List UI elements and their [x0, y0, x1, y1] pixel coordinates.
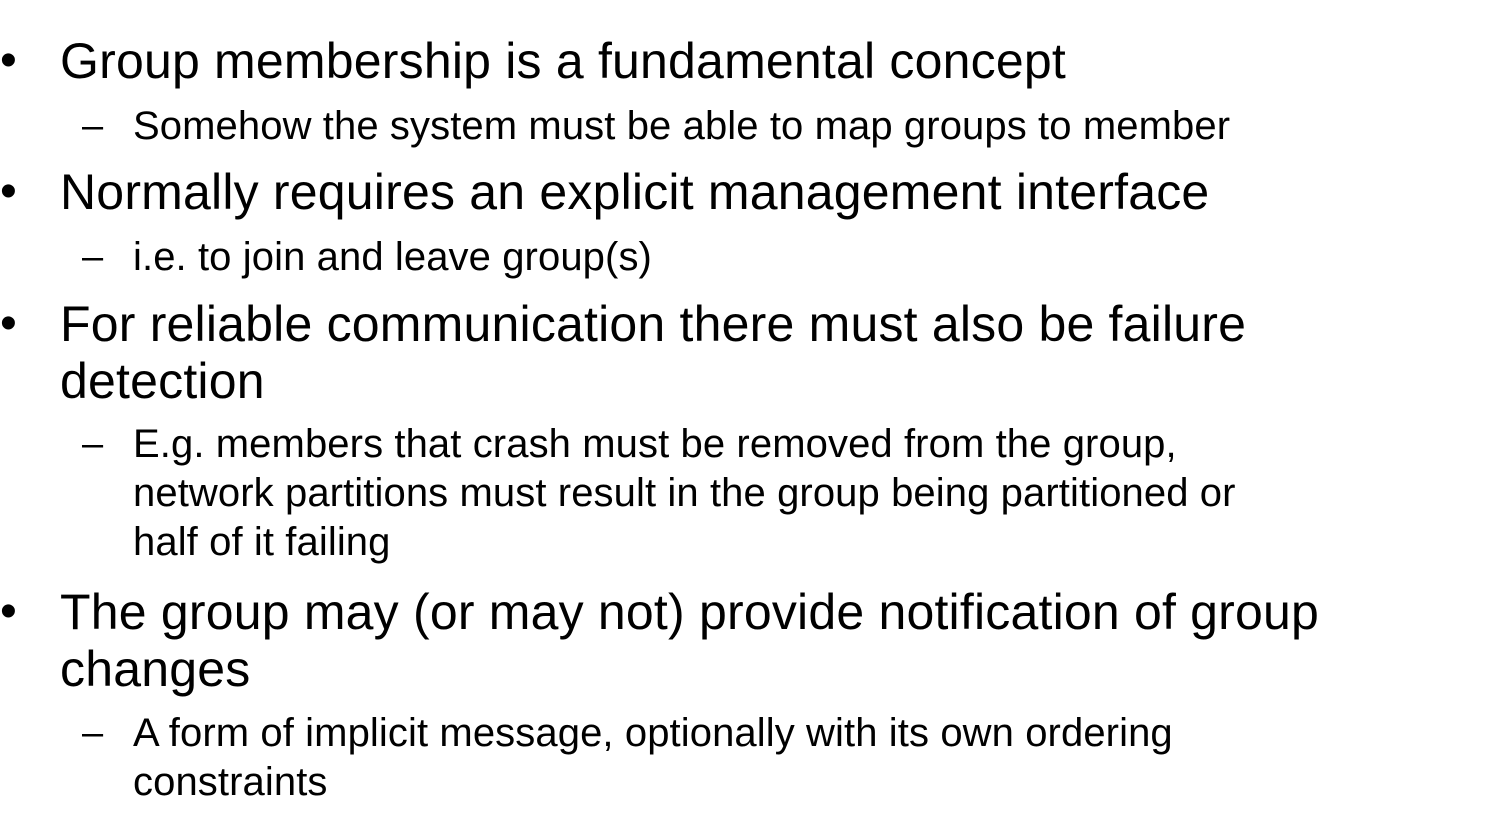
bullet-text: Normally requires an explicit management… — [60, 164, 1209, 221]
bullet-text: Group membership is a fundamental concep… — [60, 33, 1066, 90]
sub-line: network partitions must result in the gr… — [133, 471, 1236, 515]
bullet-line: The group may (or may not) provide notif… — [60, 584, 1320, 640]
bullet-icon: • — [0, 297, 17, 350]
bullet-text: For reliable communication there must al… — [60, 296, 1246, 410]
sub-line: A form of implicit message, optionally w… — [133, 711, 1173, 755]
sub-text: E.g. members that crash must be removed … — [133, 420, 1236, 567]
sub-text: A form of implicit message, optionally w… — [133, 709, 1173, 807]
dash-icon: – — [82, 236, 104, 278]
sub-text: Somehow the system must be able to map g… — [133, 102, 1230, 151]
bullet-icon: • — [0, 165, 17, 218]
sub-line: E.g. members that crash must be removed … — [133, 422, 1177, 466]
dash-icon: – — [82, 712, 104, 754]
dash-icon: – — [82, 423, 104, 465]
sub-line: half of it failing — [133, 520, 391, 564]
bullet-icon: • — [0, 585, 17, 638]
bullet-line: For reliable communication there must al… — [60, 296, 1247, 352]
bullet-line: changes — [60, 641, 251, 697]
sub-text: i.e. to join and leave group(s) — [133, 233, 652, 282]
bullet-line: detection — [60, 353, 265, 409]
bullet-line: Group membership is a fundamental concep… — [60, 33, 1066, 89]
bullet-text: The group may (or may not) provide notif… — [60, 584, 1319, 698]
dash-icon: – — [82, 105, 104, 147]
sub-line: i.e. to join and leave group(s) — [133, 235, 652, 279]
bullet-icon: • — [0, 34, 17, 87]
sub-line: constraints — [133, 760, 328, 804]
sub-line: Somehow the system must be able to map g… — [133, 104, 1231, 148]
bullet-line: Normally requires an explicit management… — [60, 164, 1210, 220]
